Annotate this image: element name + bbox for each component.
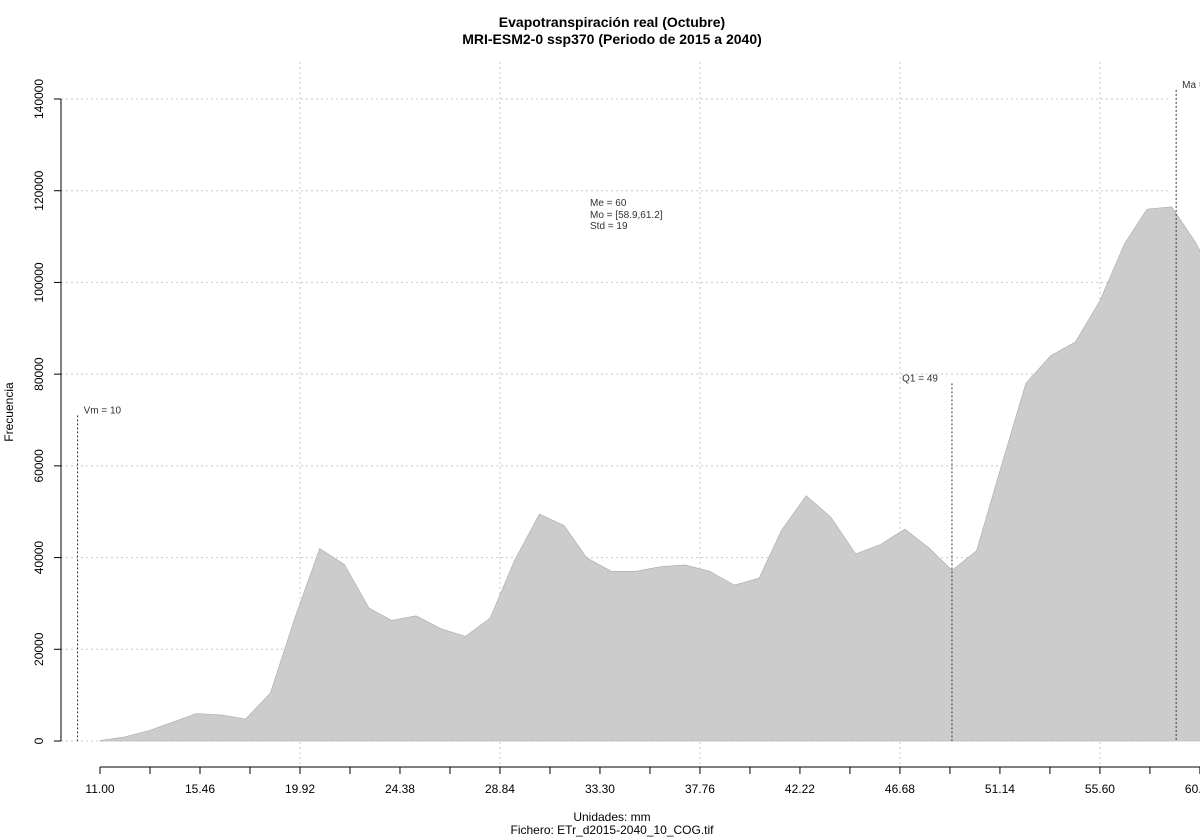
x-tick-label: 46.68: [885, 782, 915, 796]
y-tick-label: 140000: [32, 79, 46, 119]
stats-mode: Mo = [58.9,61.2]: [590, 210, 663, 221]
chart-title: Evapotranspiración real (Octubre): [499, 14, 725, 30]
x-tick-label: 37.76: [685, 782, 715, 796]
x-axis-label: Unidades: mm: [573, 810, 650, 824]
x-tick-label: 42.22: [785, 782, 815, 796]
x-tick-label: 15.46: [185, 782, 215, 796]
x-axis-ticks: 11.00 15.46 19.92 24.38 28.84 33.30 37.76 42.22…: [85, 767, 1200, 796]
y-axis-ticks: 0 20000 40000 60000 80000 100000 120000 140000: [32, 79, 61, 744]
y-tick-label: 0: [32, 737, 46, 744]
x-tick-label: 19.92: [285, 782, 315, 796]
frequency-area: [99, 206, 1200, 742]
x-tick-label: 51.14: [985, 782, 1015, 796]
axes: [60, 99, 1200, 768]
chart-subtitle: MRI-ESM2-0 ssp370 (Periodo de 2015 a 204…: [462, 31, 762, 47]
stats-median: Me = 60: [590, 198, 627, 209]
y-tick-label: 60000: [32, 449, 46, 483]
x-tick-label: 55.60: [1085, 782, 1115, 796]
x-tick-label: 11.00: [85, 782, 114, 796]
stat-annotation: Vm = 10: [84, 405, 122, 416]
y-tick-label: 100000: [32, 262, 46, 302]
x-tick-label: 28.84: [485, 782, 515, 796]
stat-annotation: Q1 = 49: [902, 373, 938, 384]
statistic-lines: [77, 89, 1177, 741]
file-footer: Fichero: ETr_d2015-2040_10_COG.tif: [511, 823, 715, 837]
y-axis-label: Frecuencia: [2, 382, 16, 442]
y-tick-label: 80000: [32, 357, 46, 391]
y-tick-label: 120000: [32, 170, 46, 210]
stat-annotation: Ma = 59: [1182, 80, 1200, 91]
y-tick-label: 40000: [32, 541, 46, 575]
x-tick-label: 33.30: [585, 782, 615, 796]
stats-std: Std = 19: [590, 221, 628, 232]
y-tick-label: 20000: [32, 632, 46, 666]
x-tick-label: 60.06: [1185, 782, 1200, 796]
x-tick-label: 24.38: [385, 782, 415, 796]
